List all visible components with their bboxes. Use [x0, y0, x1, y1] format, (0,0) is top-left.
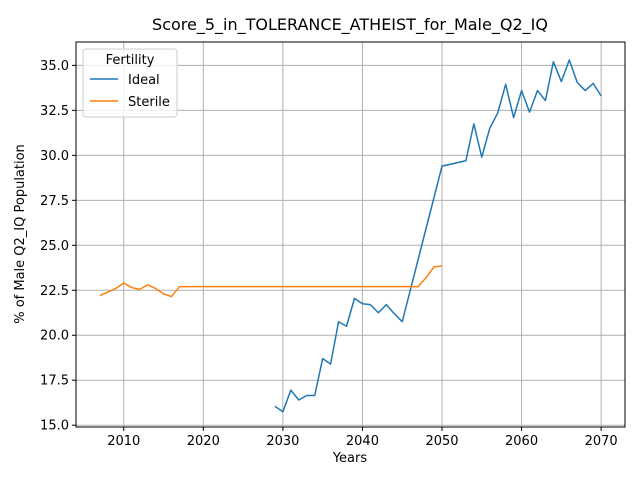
legend-box	[82, 48, 178, 118]
y-tick-label: 27.5	[40, 194, 69, 209]
y-tick-label: 30.0	[40, 149, 69, 164]
x-tick-label: 2060	[505, 434, 538, 449]
x-axis-label: Years	[332, 451, 368, 466]
y-axis-ticks: 15.0 17.5 20.0 22.5 25.0 27.5 30.0 32.5 35.0	[40, 59, 76, 434]
series-line-ideal	[274, 59, 602, 413]
series-lines	[99, 59, 602, 413]
plot-area-frame	[75, 41, 626, 428]
y-tick-label: 15.0	[40, 419, 69, 434]
chart-title: Score_5_in_TOLERANCE_ATHEIST_for_Male_Q2…	[152, 15, 548, 35]
x-tick-label: 2020	[187, 434, 220, 449]
y-tick-label: 32.5	[40, 104, 69, 119]
x-tick-label: 2030	[266, 434, 299, 449]
y-tick-label: 22.5	[40, 284, 69, 299]
y-tick-label: 17.5	[40, 374, 69, 389]
x-tick-label: 2010	[107, 434, 140, 449]
series-line-sterile	[99, 265, 443, 298]
x-axis-ticks: 2010 2020 2030 2040 2050 2060 2070	[107, 427, 618, 449]
x-tick-label: 2070	[585, 434, 618, 449]
legend-title: Fertility	[106, 53, 155, 68]
legend: Fertility Ideal Sterile	[82, 48, 178, 118]
y-tick-label: 25.0	[40, 239, 69, 254]
grid	[76, 42, 625, 427]
legend-label-ideal: Ideal	[128, 73, 160, 88]
y-tick-label: 20.0	[40, 329, 69, 344]
y-axis-label: % of Male Q2_IQ Population	[13, 144, 28, 324]
x-tick-label: 2040	[346, 434, 379, 449]
y-tick-label: 35.0	[40, 59, 69, 74]
x-tick-label: 2050	[425, 434, 458, 449]
legend-label-sterile: Sterile	[128, 95, 170, 110]
